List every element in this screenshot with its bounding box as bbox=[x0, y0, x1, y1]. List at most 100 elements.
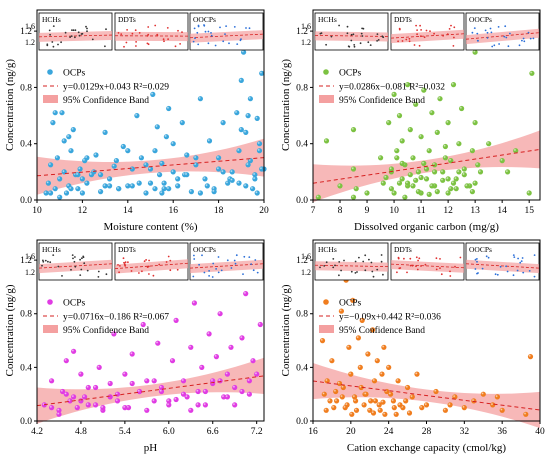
inset-title: DDTs bbox=[394, 15, 412, 24]
inset-band bbox=[391, 260, 464, 273]
inset-point bbox=[352, 33, 355, 36]
data-point-highlight bbox=[374, 358, 380, 364]
inset-point bbox=[411, 264, 414, 267]
data-point-highlight bbox=[357, 364, 363, 370]
data-point-highlight bbox=[180, 378, 187, 384]
inset-point bbox=[82, 255, 85, 258]
data-point-highlight bbox=[166, 398, 172, 404]
data-point-highlight bbox=[340, 384, 346, 391]
inset-point bbox=[49, 261, 52, 264]
data-point-highlight bbox=[173, 396, 179, 403]
legend-marker-band bbox=[319, 325, 334, 333]
inset-point bbox=[203, 271, 206, 274]
data-point-highlight bbox=[114, 398, 121, 404]
data-point-highlight bbox=[111, 163, 117, 169]
data-point-highlight bbox=[259, 166, 265, 172]
data-point-highlight bbox=[403, 398, 409, 404]
inset-point bbox=[491, 45, 494, 48]
data-point-highlight bbox=[188, 407, 194, 413]
data-point-highlight bbox=[440, 177, 446, 183]
inset-point bbox=[338, 274, 340, 277]
inset-point bbox=[420, 265, 422, 267]
data-point-highlight bbox=[184, 152, 190, 158]
data-point-highlight bbox=[505, 169, 511, 175]
data-point-highlight bbox=[346, 344, 352, 350]
inset-point bbox=[81, 32, 84, 35]
data-point-highlight bbox=[257, 321, 263, 328]
data-point-highlight bbox=[241, 49, 247, 55]
inset-point bbox=[442, 34, 444, 37]
data-point-highlight bbox=[217, 378, 223, 384]
data-point-highlight bbox=[259, 70, 265, 76]
data-point-highlight bbox=[338, 308, 344, 314]
data-point-highlight bbox=[71, 348, 77, 354]
data-point-highlight bbox=[188, 344, 194, 350]
inset-point bbox=[416, 33, 418, 36]
data-point-highlight bbox=[179, 120, 185, 126]
data-point-highlight bbox=[188, 189, 194, 195]
inset-point bbox=[416, 268, 419, 271]
data-point-highlight bbox=[52, 110, 58, 116]
inset-point bbox=[493, 44, 496, 47]
x-axis-label: Cation exchange capacity (cmol/kg) bbox=[347, 442, 506, 454]
x-tick-label: 8 bbox=[338, 206, 343, 216]
data-point-highlight bbox=[386, 120, 392, 126]
inset-point bbox=[44, 259, 47, 262]
inset-point bbox=[362, 27, 365, 30]
data-point-highlight bbox=[140, 321, 146, 328]
inset-point bbox=[506, 270, 509, 273]
x-axis-label: Dissolved organic carbon (mg/g) bbox=[354, 221, 499, 233]
data-point-highlight bbox=[155, 340, 161, 346]
data-point-highlight bbox=[370, 410, 377, 416]
data-point-highlight bbox=[391, 91, 397, 97]
inset-point bbox=[396, 271, 398, 274]
legend-marker-points bbox=[323, 69, 329, 75]
data-point-highlight bbox=[63, 190, 70, 196]
inset-point bbox=[166, 27, 169, 29]
data-point-highlight bbox=[499, 158, 505, 164]
data-point-highlight bbox=[239, 388, 245, 395]
inset-point bbox=[433, 32, 435, 35]
data-point-highlight bbox=[456, 169, 462, 175]
data-point-highlight bbox=[370, 327, 376, 333]
data-point-highlight bbox=[353, 407, 360, 413]
inset-point bbox=[123, 45, 125, 48]
x-tick-label: 15 bbox=[524, 206, 534, 216]
inset-point bbox=[134, 29, 137, 32]
panel-moisture: 10 12 14 16 18 20 0.0 0.4 0.8 1.2 Moisture content… bbox=[4, 9, 269, 233]
inset-point bbox=[499, 265, 502, 268]
inset-point bbox=[124, 261, 127, 264]
data-point-highlight bbox=[252, 176, 258, 182]
inset-point bbox=[356, 271, 358, 273]
data-point-highlight bbox=[393, 411, 399, 417]
data-point-highlight bbox=[419, 405, 425, 411]
data-point-highlight bbox=[440, 169, 446, 175]
data-point-highlight bbox=[250, 186, 256, 192]
y-tick-label: 0.4 bbox=[20, 140, 32, 150]
inset-point bbox=[486, 31, 489, 34]
inset-y-tick-label: 1.6 bbox=[25, 22, 35, 31]
data-point-highlight bbox=[70, 127, 76, 133]
fit-line bbox=[312, 380, 541, 411]
data-point-highlight bbox=[197, 190, 203, 196]
y-tick-label: 0.4 bbox=[20, 363, 32, 373]
data-point-highlight bbox=[114, 391, 121, 397]
inset-point bbox=[124, 264, 126, 266]
data-point-highlight bbox=[461, 405, 467, 411]
inset-point bbox=[406, 271, 408, 274]
data-point-highlight bbox=[526, 190, 532, 196]
data-point-highlight bbox=[122, 371, 128, 377]
inset-point bbox=[368, 258, 370, 261]
inset-point bbox=[167, 255, 170, 258]
data-point-highlight bbox=[453, 186, 459, 192]
x-tick-label: 16 bbox=[168, 206, 178, 216]
data-point-highlight bbox=[170, 141, 176, 147]
inset-point bbox=[474, 268, 477, 270]
x-tick-label: 14 bbox=[497, 206, 507, 216]
data-point-highlight bbox=[125, 148, 131, 154]
data-point-highlight bbox=[368, 398, 374, 404]
inset-point bbox=[358, 256, 360, 259]
data-point-highlight bbox=[402, 194, 408, 200]
data-point-highlight bbox=[413, 101, 419, 107]
data-point-highlight bbox=[116, 186, 122, 192]
